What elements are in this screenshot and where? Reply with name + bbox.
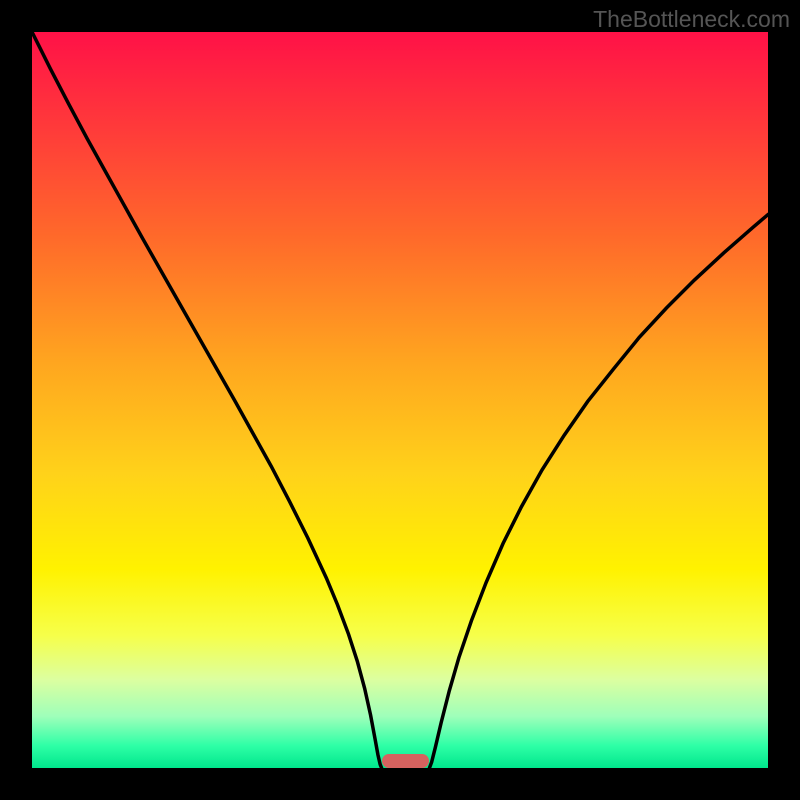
chart-plot-area: [32, 32, 768, 768]
curve-right-branch: [429, 215, 768, 768]
optimal-zone-marker: [382, 754, 430, 768]
watermark-text: TheBottleneck.com: [593, 6, 790, 33]
curve-left-branch: [32, 32, 382, 768]
bottleneck-curve: [32, 32, 768, 768]
